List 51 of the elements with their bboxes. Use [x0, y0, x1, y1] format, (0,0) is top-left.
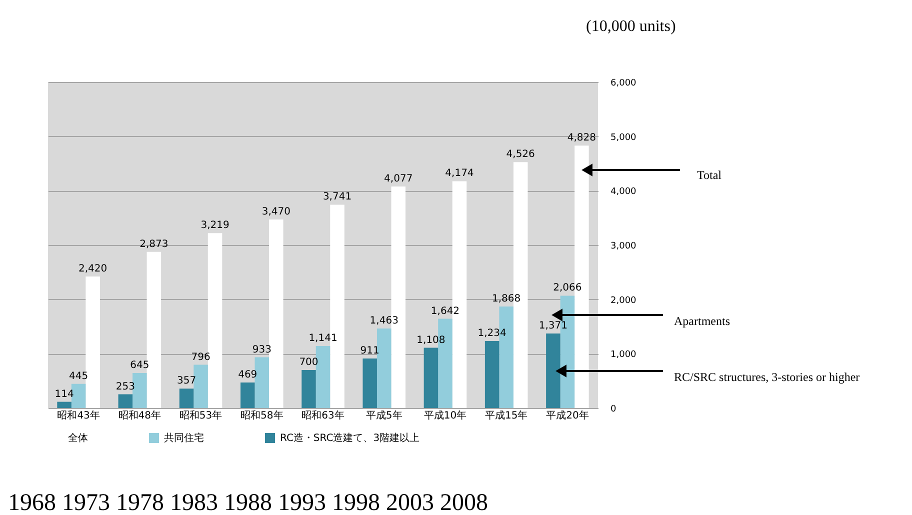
data-label: 1,141 — [308, 333, 338, 344]
text: 1968 1973 1978 1983 1988 1993 1998 2003 2008 — [8, 490, 488, 515]
y-tick-label: 0 — [610, 404, 616, 414]
data-label: 645 — [130, 360, 150, 371]
x-tick-label: 平成15年 — [484, 410, 528, 422]
data-label: 1,371 — [538, 320, 568, 332]
data-label: 114 — [54, 388, 74, 400]
data-label: 3,470 — [262, 206, 290, 218]
data-label: 700 — [299, 356, 318, 368]
y-tick-label: 3,000 — [610, 242, 637, 252]
data-label: 469 — [238, 370, 258, 381]
data-label: 357 — [176, 376, 196, 387]
x-tick-label: 昭和48年 — [118, 410, 162, 422]
data-label: 4,174 — [445, 168, 474, 180]
x-tick-label: 昭和43年 — [57, 410, 100, 422]
data-label: 3,219 — [200, 220, 230, 232]
text: (10,000 units) — [586, 18, 676, 35]
y-tick-label: 4,000 — [610, 187, 637, 198]
data-label: 1,642 — [430, 306, 460, 317]
data-label: 911 — [360, 346, 380, 356]
data-label: 1,463 — [370, 316, 398, 327]
data-label: 4,828 — [567, 132, 596, 144]
data-label: 1,234 — [478, 328, 506, 339]
x-tick-label: 平成10年 — [424, 410, 467, 422]
x-tick-label: 平成20年 — [546, 410, 589, 422]
data-label: 445 — [69, 370, 88, 382]
data-label: 933 — [252, 344, 272, 356]
data-label: 2,873 — [140, 238, 168, 250]
data-label: 3,741 — [322, 192, 352, 203]
x-tick-label: 昭和58年 — [240, 410, 284, 422]
y-tick-label: 6,000 — [610, 78, 637, 88]
legend-label: 共同住宅 — [164, 432, 204, 444]
text: Total — [697, 168, 722, 182]
y-tick-label: 2,000 — [610, 296, 637, 306]
x-tick-label: 昭和53年 — [179, 410, 222, 422]
data-label: 4,526 — [506, 149, 535, 160]
text: 全体 — [68, 432, 88, 444]
data-label: 1,108 — [416, 334, 446, 346]
data-label: 4,077 — [384, 173, 413, 184]
data-label: 2,420 — [78, 264, 108, 275]
data-label: 1,868 — [492, 294, 521, 305]
y-tick-label: 5,000 — [610, 132, 637, 143]
data-label: 253 — [116, 381, 135, 392]
legend-label: RC造・SRC造建て、3階建以上 — [280, 432, 420, 444]
y-tick-label: 1,000 — [610, 350, 637, 360]
x-tick-label: 昭和63年 — [302, 410, 344, 422]
data-label: 796 — [191, 352, 210, 363]
text: RC/SRC structures, 3-stories or higher — [674, 370, 860, 384]
text: Apartments — [674, 314, 730, 328]
data-label: 2,066 — [553, 282, 582, 294]
x-tick-label: 平成5年 — [366, 410, 402, 422]
